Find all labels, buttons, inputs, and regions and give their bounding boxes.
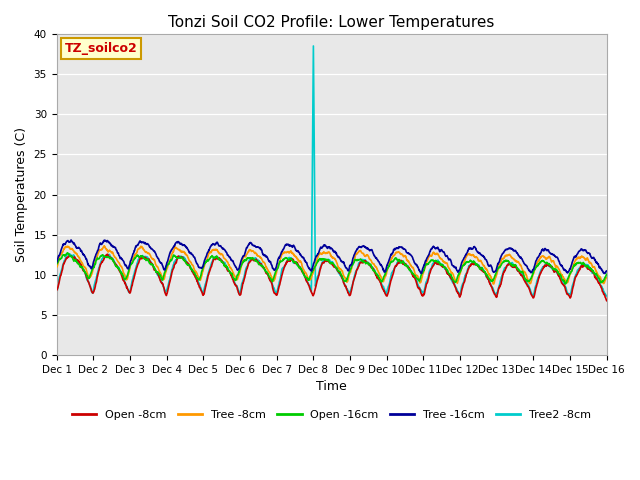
- Text: TZ_soilco2: TZ_soilco2: [65, 42, 138, 55]
- Tree2 -8cm: [310, 43, 317, 49]
- Tree -16cm: [348, 261, 355, 266]
- Open -16cm: [348, 263, 355, 268]
- Tree -8cm: [52, 264, 60, 270]
- Open -16cm: [492, 271, 499, 277]
- Tree -16cm: [570, 256, 577, 262]
- Tree -16cm: [206, 244, 214, 250]
- Tree -16cm: [492, 268, 499, 274]
- Tree2 -8cm: [348, 284, 355, 290]
- Open -8cm: [554, 273, 562, 278]
- Tree -16cm: [603, 268, 611, 274]
- Open -8cm: [360, 259, 367, 264]
- Line: Tree2 -8cm: Tree2 -8cm: [56, 46, 607, 297]
- Open -16cm: [63, 250, 71, 256]
- Open -8cm: [570, 282, 577, 288]
- Tree -8cm: [360, 251, 367, 257]
- Title: Tonzi Soil CO2 Profile: Lower Temperatures: Tonzi Soil CO2 Profile: Lower Temperatur…: [168, 15, 495, 30]
- Tree2 -8cm: [570, 279, 578, 285]
- Tree -16cm: [67, 237, 75, 243]
- Y-axis label: Soil Temperatures (C): Soil Temperatures (C): [15, 127, 28, 262]
- Open -16cm: [360, 258, 367, 264]
- Tree -8cm: [570, 261, 578, 267]
- Tree -16cm: [554, 257, 562, 263]
- Tree -8cm: [492, 274, 500, 280]
- X-axis label: Time: Time: [316, 381, 347, 394]
- Open -16cm: [554, 270, 562, 276]
- Open -16cm: [570, 263, 578, 268]
- Tree -8cm: [100, 243, 108, 249]
- Tree -16cm: [600, 271, 608, 276]
- Tree2 -8cm: [529, 294, 536, 300]
- Legend: Open -8cm, Tree -8cm, Open -16cm, Tree -16cm, Tree2 -8cm: Open -8cm, Tree -8cm, Open -16cm, Tree -…: [67, 406, 596, 425]
- Open -16cm: [206, 255, 214, 261]
- Tree2 -8cm: [52, 290, 60, 296]
- Line: Open -8cm: Open -8cm: [56, 254, 607, 300]
- Open -8cm: [52, 287, 60, 293]
- Open -16cm: [561, 281, 569, 287]
- Open -16cm: [603, 271, 611, 277]
- Tree -8cm: [206, 249, 214, 255]
- Tree2 -8cm: [206, 266, 214, 272]
- Open -8cm: [348, 287, 355, 292]
- Open -8cm: [206, 266, 214, 272]
- Tree -8cm: [490, 281, 497, 287]
- Open -16cm: [52, 262, 60, 267]
- Tree -8cm: [603, 275, 611, 281]
- Open -8cm: [492, 293, 499, 299]
- Line: Tree -8cm: Tree -8cm: [56, 246, 607, 284]
- Tree -16cm: [360, 243, 367, 249]
- Tree2 -8cm: [555, 272, 563, 278]
- Tree -8cm: [555, 266, 563, 272]
- Tree -16cm: [52, 260, 60, 265]
- Open -8cm: [104, 252, 111, 257]
- Line: Open -16cm: Open -16cm: [56, 253, 607, 284]
- Tree -8cm: [348, 265, 355, 271]
- Tree2 -8cm: [492, 291, 499, 297]
- Tree2 -8cm: [360, 257, 367, 263]
- Open -8cm: [603, 298, 611, 303]
- Line: Tree -16cm: Tree -16cm: [56, 240, 607, 274]
- Tree2 -8cm: [603, 293, 611, 299]
